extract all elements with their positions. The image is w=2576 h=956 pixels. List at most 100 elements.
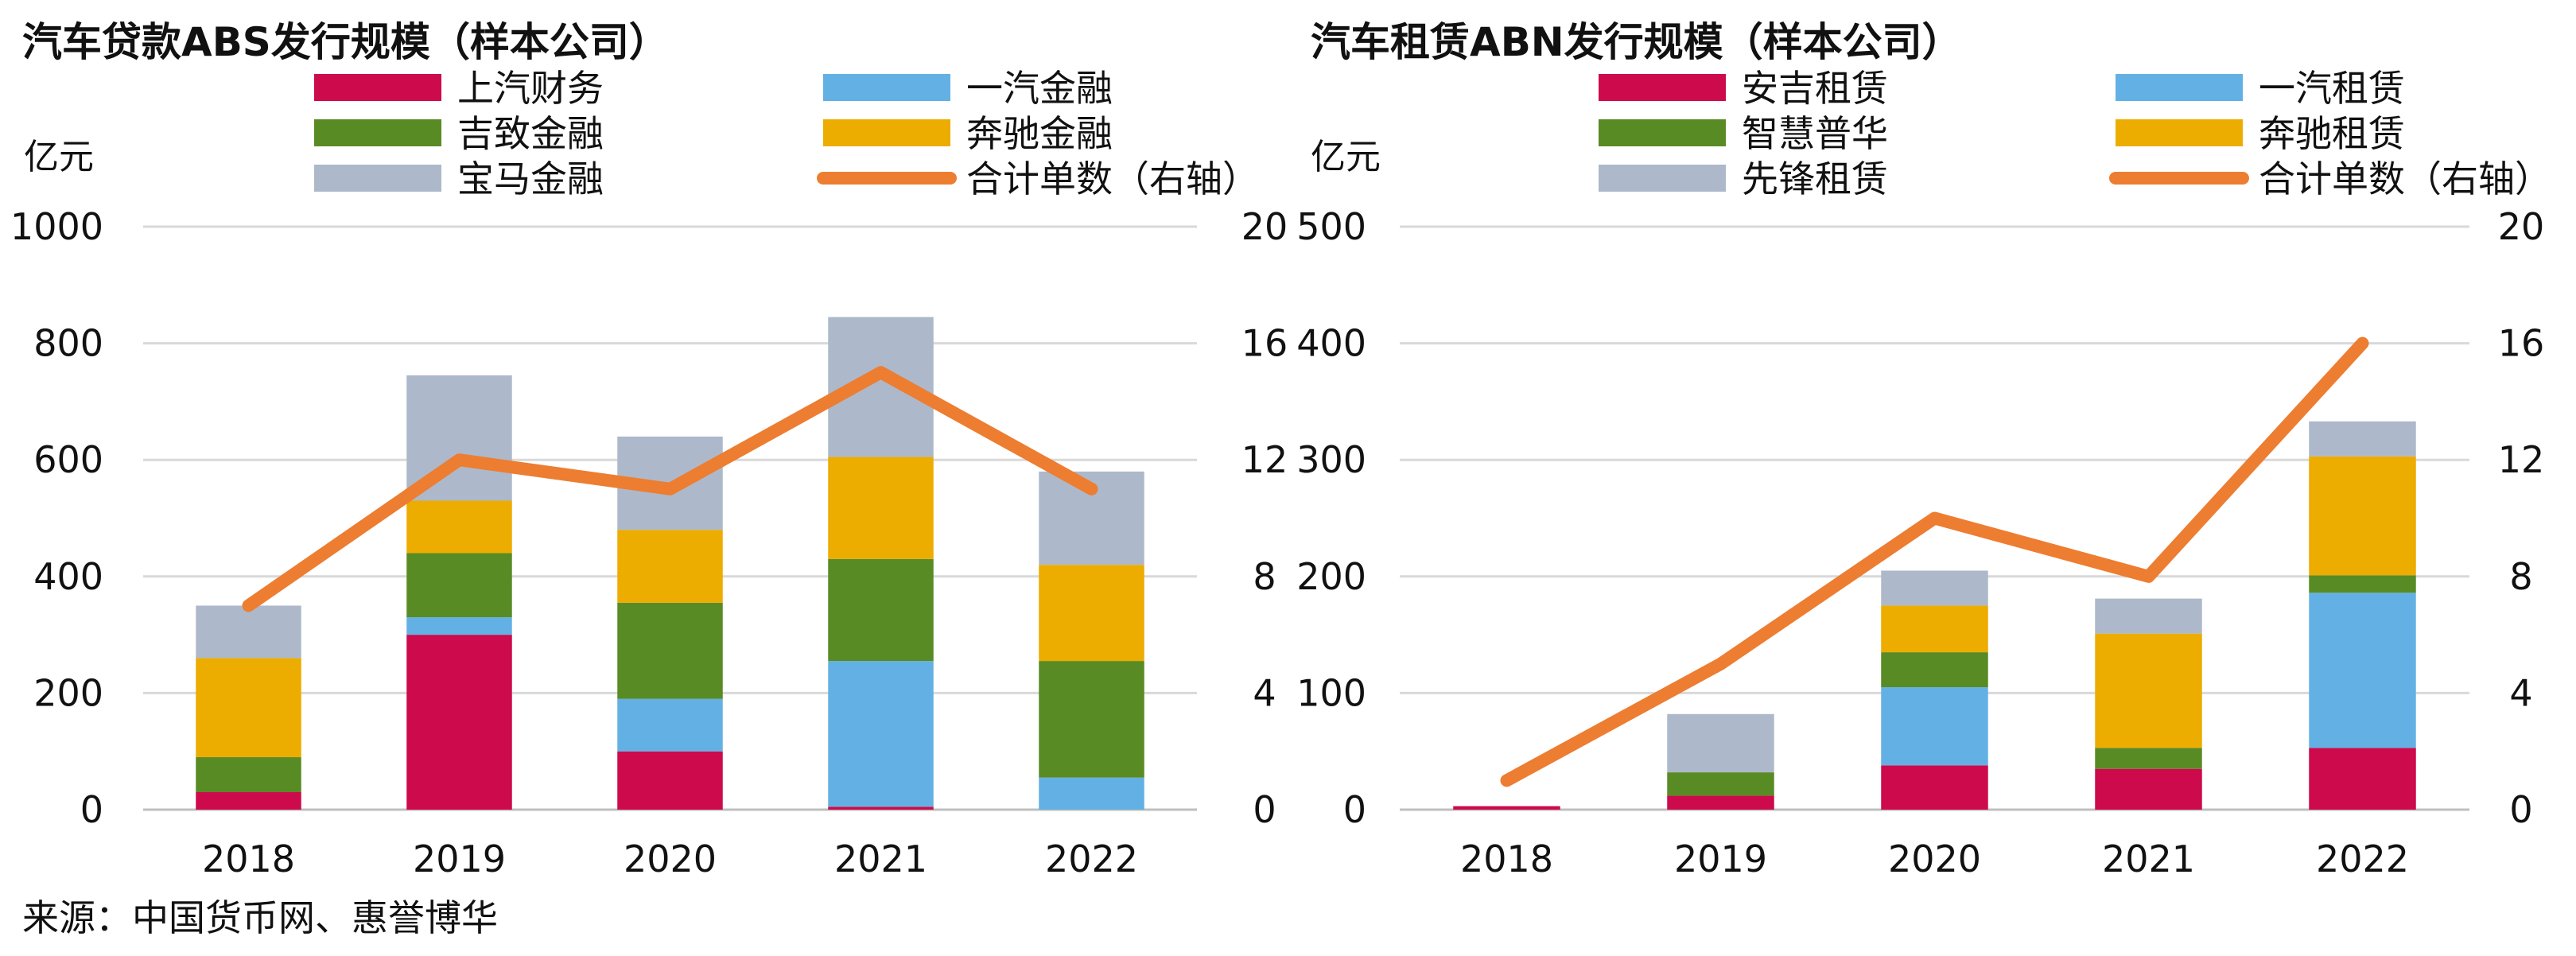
chart2-bar-安吉租赁-2022 xyxy=(2309,748,2416,810)
chart2-y-tick-label: 0 xyxy=(1343,788,1366,831)
chart1-y2-tick-label: 0 xyxy=(1253,788,1276,831)
chart2-bar-奔驰租赁-2021 xyxy=(2095,633,2202,748)
chart1-line-point-2021 xyxy=(879,371,883,375)
chart1-bar-宝马金融-2018 xyxy=(196,605,301,659)
chart1-y2-tick-label: 4 xyxy=(1253,671,1276,714)
chart2-bar-先锋租赁-2019 xyxy=(1667,713,1774,773)
chart2-bar-先锋租赁-2020 xyxy=(1881,570,1988,606)
chart1-legend-label: 宝马金融 xyxy=(457,157,604,200)
chart1-bar-一汽金融-2020 xyxy=(617,698,723,752)
chart2-bar-智慧普华-2021 xyxy=(2095,748,2202,769)
chart1-bar-上汽财务-2020 xyxy=(617,751,723,810)
chart2-legend-swatch xyxy=(2116,119,2243,146)
chart1-y-tick-label: 600 xyxy=(33,438,103,481)
chart2-y2-tick-label: 0 xyxy=(2509,788,2532,831)
chart1-y2-tick-label: 8 xyxy=(1253,555,1276,598)
chart1-legend-label: 一汽金融 xyxy=(966,67,1113,110)
chart1-legend-swatch xyxy=(823,119,950,146)
chart2-y-tick-label: 300 xyxy=(1296,438,1366,481)
chart2-legend-label: 奔驰租赁 xyxy=(2259,112,2405,155)
chart2-y-axis-label: 亿元 xyxy=(1311,137,1381,177)
chart1-bar-上汽财务-2018 xyxy=(196,792,301,810)
chart1-bar-奔驰金融-2022 xyxy=(1039,565,1144,662)
chart2-legend-label: 安吉租赁 xyxy=(1742,67,1888,110)
chart2-line-point-2018 xyxy=(1505,779,1509,783)
chart1-bar-吉致金融-2018 xyxy=(196,757,301,793)
source-note: 来源：中国货币网、惠誉博华 xyxy=(22,896,498,939)
chart2-title: 汽车租赁ABN发行规模（样本公司） xyxy=(1311,19,1962,65)
chart2-legend-swatch xyxy=(1599,74,1726,101)
chart2-bar-安吉租赁-2021 xyxy=(2095,768,2202,810)
chart1-bar-奔驰金融-2020 xyxy=(617,530,723,603)
chart1-y-tick-label: 800 xyxy=(33,322,103,365)
chart1-legend-swatch xyxy=(823,74,950,101)
chart1-bar-奔驰金融-2019 xyxy=(406,500,512,554)
chart2-legend-swatch xyxy=(1599,119,1726,146)
chart1-bar-奔驰金融-2018 xyxy=(196,658,301,758)
chart2-legend-swatch xyxy=(2116,74,2243,101)
chart2-y2-tick-label: 4 xyxy=(2509,671,2532,714)
chart2-y2-tick-label: 16 xyxy=(2498,322,2545,365)
chart1-legend-swatch xyxy=(314,74,441,101)
chart2-line-point-2020 xyxy=(1933,516,1937,520)
chart1-bar-一汽金融-2021 xyxy=(828,661,934,807)
chart2-legend-swatch xyxy=(1599,165,1726,192)
chart2-bar-智慧普华-2019 xyxy=(1667,772,1774,796)
chart1-y-tick-label: 0 xyxy=(80,788,103,831)
chart1-y2-tick-label: 12 xyxy=(1241,438,1288,481)
chart1-bar-奔驰金融-2021 xyxy=(828,457,934,559)
chart2-x-tick-label: 2019 xyxy=(1674,837,1767,880)
chart1-line-point-2020 xyxy=(668,487,672,491)
chart2-legend-label: 先锋租赁 xyxy=(1742,157,1888,200)
chart1-y-tick-label: 200 xyxy=(33,671,103,714)
chart1-bar-吉致金融-2019 xyxy=(406,553,512,618)
chart2-x-tick-label: 2018 xyxy=(1460,837,1553,880)
chart1-line-point-2019 xyxy=(457,458,461,462)
chart1-bar-一汽金融-2019 xyxy=(406,617,512,635)
chart2-bar-安吉租赁-2020 xyxy=(1881,765,1988,810)
chart2-bar-一汽租赁-2022 xyxy=(2309,593,2416,748)
chart1-legend-label: 合计单数（右轴） xyxy=(966,157,1259,200)
chart1-y2-tick-label: 20 xyxy=(1241,205,1288,248)
chart2-bar-先锋租赁-2021 xyxy=(2095,598,2202,634)
chart2-bar-智慧普华-2022 xyxy=(2309,575,2416,593)
chart2-x-tick-label: 2021 xyxy=(2102,837,2195,880)
chart2-line-point-2021 xyxy=(2147,574,2151,578)
chart2-y-tick-label: 400 xyxy=(1296,322,1366,365)
chart1-x-tick-label: 2021 xyxy=(834,837,927,880)
chart2-x-tick-label: 2020 xyxy=(1888,837,1981,880)
chart2-line-point-2022 xyxy=(2360,341,2364,345)
chart1-bar-吉致金融-2022 xyxy=(1039,661,1144,778)
chart1-bar-吉致金融-2020 xyxy=(617,602,723,699)
chart1-bar-上汽财务-2019 xyxy=(406,635,512,810)
chart1-bar-吉致金融-2021 xyxy=(828,558,934,662)
chart2-x-tick-label: 2022 xyxy=(2316,837,2409,880)
chart2-y2-tick-label: 12 xyxy=(2498,438,2545,481)
chart2-y2-tick-label: 8 xyxy=(2509,555,2532,598)
chart1-legend-swatch xyxy=(314,119,441,146)
chart2-bar-奔驰租赁-2020 xyxy=(1881,605,1988,653)
chart1-y-tick-label: 400 xyxy=(33,555,103,598)
chart1-y-axis-label: 亿元 xyxy=(24,137,94,177)
chart1-bar-一汽金融-2022 xyxy=(1039,777,1144,810)
chart2-bar-奔驰租赁-2022 xyxy=(2309,456,2416,576)
chart2-legend-label: 合计单数（右轴） xyxy=(2259,157,2551,200)
chart2-bar-智慧普华-2020 xyxy=(1881,652,1988,688)
chart2-y-tick-label: 200 xyxy=(1296,555,1366,598)
chart1-legend-swatch xyxy=(314,165,441,192)
chart2-bar-一汽租赁-2020 xyxy=(1881,687,1988,766)
chart2-y-tick-label: 500 xyxy=(1296,205,1366,248)
chart2-bar-安吉租赁-2018 xyxy=(1453,806,1560,810)
chart1-line-point-2018 xyxy=(247,604,251,608)
chart2-legend-label: 智慧普华 xyxy=(1742,112,1888,155)
chart1-x-tick-label: 2022 xyxy=(1045,837,1138,880)
chart1-bar-上汽财务-2021 xyxy=(828,806,934,810)
chart2-y-tick-label: 100 xyxy=(1296,671,1366,714)
chart2-line-point-2019 xyxy=(1719,662,1723,666)
chart2-bar-安吉租赁-2019 xyxy=(1667,795,1774,810)
chart1-y-tick-label: 1000 xyxy=(10,205,103,248)
chart1-x-tick-label: 2018 xyxy=(202,837,295,880)
chart1-legend-label: 吉致金融 xyxy=(457,112,604,155)
chart1-legend-label: 奔驰金融 xyxy=(966,112,1113,155)
